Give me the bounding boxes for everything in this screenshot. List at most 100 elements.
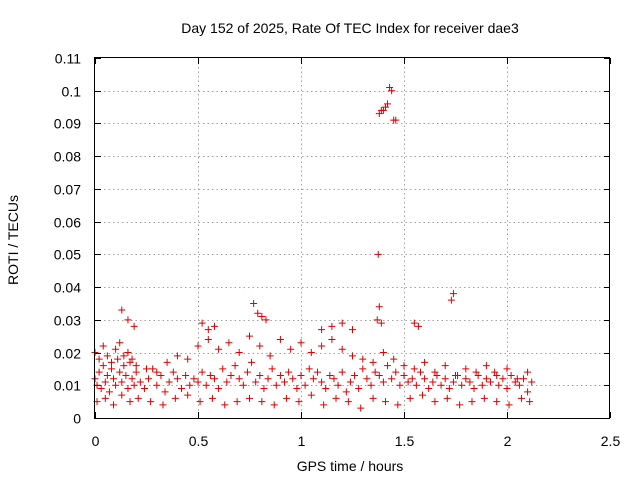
data-point	[124, 316, 132, 324]
data-point	[328, 322, 336, 330]
data-point	[194, 342, 202, 350]
data-point	[134, 394, 142, 402]
data-point	[270, 401, 278, 409]
data-point	[182, 371, 190, 379]
data-point	[499, 375, 507, 383]
data-point	[414, 322, 422, 330]
data-point	[112, 345, 120, 353]
data-point	[101, 394, 109, 402]
data-point	[421, 358, 429, 366]
data-point	[173, 375, 181, 383]
data-point	[143, 365, 150, 373]
data-point	[165, 378, 173, 386]
data-point	[103, 371, 111, 379]
data-point	[116, 339, 124, 347]
data-point	[375, 371, 383, 379]
data-point	[114, 355, 122, 363]
y-tick-label: 0.02	[54, 346, 81, 362]
data-point	[147, 398, 155, 406]
data-point	[190, 375, 198, 383]
data-point	[487, 378, 495, 386]
data-point	[320, 401, 328, 409]
y-tick-label: 0.01	[54, 378, 81, 394]
data-point	[122, 371, 130, 379]
data-point	[305, 365, 313, 373]
data-point	[95, 368, 103, 376]
data-point	[346, 378, 354, 386]
data-point	[330, 375, 338, 383]
data-point	[107, 365, 115, 373]
plot-frame	[94, 57, 610, 419]
data-point	[243, 368, 251, 376]
data-point	[466, 378, 474, 386]
data-point	[406, 394, 414, 402]
data-point	[408, 375, 416, 383]
data-point	[118, 306, 126, 314]
data-point	[449, 290, 457, 298]
data-point	[431, 368, 439, 376]
data-point	[258, 398, 266, 406]
data-point	[112, 381, 120, 389]
data-point	[326, 371, 334, 379]
y-tick-label: 0.09	[54, 116, 81, 132]
data-point	[309, 375, 317, 383]
axis-ticks: 0 0.5 1 1.5 2 2.5 0 0.01 0.02 0.03 0.04 0.05 0.06 0.0…	[54, 51, 621, 450]
data-point	[262, 316, 270, 324]
data-point	[458, 381, 466, 389]
data-point	[194, 378, 202, 386]
data-point	[421, 375, 429, 383]
data-point	[293, 385, 301, 393]
x-tick-label: 1.5	[395, 433, 415, 449]
data-point	[374, 250, 382, 258]
data-point	[221, 401, 229, 409]
data-point	[297, 371, 305, 379]
data-point	[95, 355, 103, 363]
data-point	[334, 381, 342, 389]
data-point	[132, 368, 140, 376]
data-point	[515, 381, 523, 389]
data-point	[495, 381, 503, 389]
data-point	[287, 345, 295, 353]
data-point	[239, 381, 247, 389]
x-tick-label: 0.5	[189, 433, 209, 449]
data-point	[493, 371, 501, 379]
data-point	[178, 385, 186, 393]
data-point	[99, 362, 107, 370]
data-point	[130, 381, 138, 389]
data-point	[381, 398, 389, 406]
y-tick-label: 0.03	[54, 313, 81, 329]
data-point	[301, 381, 309, 389]
data-point	[235, 349, 243, 357]
data-point	[149, 365, 157, 373]
data-point	[400, 362, 408, 370]
data-point	[281, 378, 289, 386]
x-tick-label: 1	[298, 433, 306, 449]
y-axis-label: ROTI / TECUs	[5, 195, 21, 285]
data-point	[276, 371, 284, 379]
data-point	[297, 339, 305, 347]
data-point	[482, 375, 490, 383]
data-point	[285, 368, 293, 376]
data-point	[390, 355, 398, 363]
data-point	[416, 368, 424, 376]
data-point	[338, 319, 346, 327]
y-tick-label: 0.05	[54, 247, 81, 263]
data-point	[130, 322, 138, 330]
data-point	[396, 381, 404, 389]
data-point	[363, 375, 371, 383]
data-point	[124, 349, 132, 357]
data-point	[110, 375, 118, 383]
x-tick-label: 2.5	[601, 433, 621, 449]
data-point	[351, 371, 359, 379]
data-point	[264, 375, 272, 383]
data-point	[260, 385, 268, 393]
data-point	[392, 368, 400, 376]
data-point	[355, 385, 363, 393]
y-tick-label: 0.08	[54, 149, 81, 165]
data-point	[235, 375, 243, 383]
data-point	[268, 365, 276, 373]
data-point	[384, 100, 392, 108]
data-point	[206, 371, 214, 379]
data-point	[318, 342, 326, 350]
data-point	[97, 385, 105, 393]
